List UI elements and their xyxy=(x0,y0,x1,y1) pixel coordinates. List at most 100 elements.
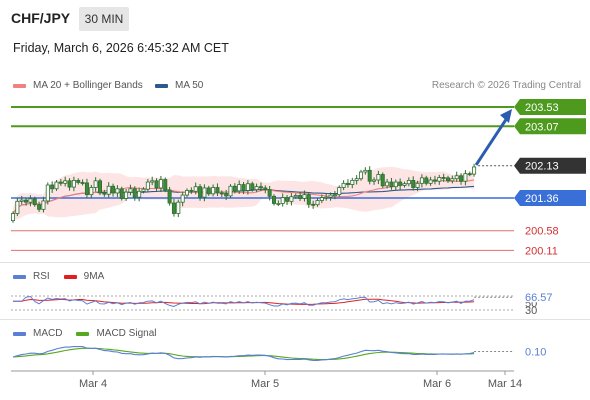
candle xyxy=(258,186,263,189)
candle xyxy=(241,184,246,191)
candle xyxy=(224,192,229,197)
research-credit: Research © 2026 Trading Central xyxy=(431,80,581,91)
candle xyxy=(254,186,259,191)
candle xyxy=(98,180,103,194)
candle xyxy=(93,180,98,188)
candle xyxy=(41,200,46,210)
candle xyxy=(245,183,250,191)
rsi-ma-swatch xyxy=(63,274,77,279)
candle xyxy=(350,179,355,185)
candle xyxy=(215,187,220,194)
candle xyxy=(358,171,363,180)
candle xyxy=(54,181,59,190)
candle xyxy=(167,189,172,204)
candle xyxy=(406,179,411,185)
candle xyxy=(154,180,159,189)
candle xyxy=(285,197,290,202)
candle xyxy=(137,190,142,198)
candle xyxy=(459,175,464,182)
candle xyxy=(28,198,33,203)
candle xyxy=(76,179,81,183)
ma50-label: MA 50 xyxy=(175,80,204,91)
candle xyxy=(202,187,207,198)
candle xyxy=(211,187,216,195)
level-label-201.36: 201.36 xyxy=(525,193,559,205)
candle xyxy=(341,182,346,188)
candle xyxy=(276,203,281,205)
candle xyxy=(454,175,459,180)
candle xyxy=(311,203,316,206)
candle xyxy=(324,196,329,199)
candle xyxy=(450,178,455,182)
rsi-ma-line xyxy=(13,298,475,305)
candle xyxy=(141,188,146,192)
candle xyxy=(237,184,242,192)
rsi-label: RSI xyxy=(33,271,50,282)
candle xyxy=(363,169,368,173)
candle xyxy=(302,194,307,199)
candle xyxy=(15,200,20,214)
candle xyxy=(263,187,268,191)
candle xyxy=(228,185,233,197)
candle xyxy=(193,186,198,192)
candle xyxy=(219,192,224,195)
candle xyxy=(293,195,298,198)
candle xyxy=(380,174,385,187)
macd-swatch xyxy=(13,331,26,336)
macd-label: MACD xyxy=(33,328,63,339)
candle xyxy=(289,196,294,202)
candle xyxy=(437,177,442,182)
candle xyxy=(306,194,311,205)
candle xyxy=(280,197,285,204)
candle xyxy=(354,178,359,181)
macd-value-label: 0.10 xyxy=(525,347,546,359)
candles xyxy=(10,163,477,223)
candle xyxy=(402,183,407,186)
candle xyxy=(472,166,477,175)
candle xyxy=(50,184,55,190)
candle xyxy=(315,200,320,206)
candle xyxy=(102,192,107,195)
candle xyxy=(106,185,111,195)
level-tag-202.13 xyxy=(514,157,586,174)
legend-rsi: RSI 9MA xyxy=(13,271,104,282)
timeframe-badge[interactable]: 30 MIN xyxy=(79,7,129,31)
candle xyxy=(393,181,398,188)
candle xyxy=(337,187,342,196)
level-label-203.07: 203.07 xyxy=(525,121,559,133)
candle xyxy=(232,185,237,192)
symbol-title: CHF/JPY xyxy=(11,10,71,26)
level-tag-201.36 xyxy=(514,190,586,206)
candle xyxy=(124,191,129,199)
candle xyxy=(63,180,68,184)
candle xyxy=(171,202,176,214)
candle xyxy=(180,194,185,203)
candle xyxy=(332,194,337,197)
candle xyxy=(467,173,472,176)
x-tick-label-Mar-4: Mar 4 xyxy=(79,378,107,390)
rsi-tick-30: 30 xyxy=(525,305,537,317)
level-tag-203.53 xyxy=(514,99,586,115)
candle xyxy=(10,213,15,222)
candle xyxy=(441,177,446,179)
candle xyxy=(445,177,450,182)
candle xyxy=(424,177,429,184)
ma50-swatch xyxy=(155,83,168,88)
candle xyxy=(271,195,276,204)
candle xyxy=(328,194,333,198)
macd-signal-swatch xyxy=(76,331,90,336)
candle xyxy=(250,183,255,191)
candle xyxy=(115,188,120,194)
rsi-ma-label: 9MA xyxy=(83,271,105,282)
level-label-200.58: 200.58 xyxy=(525,226,559,238)
ma20-swatch xyxy=(13,83,26,88)
macd-signal-label: MACD Signal xyxy=(96,328,157,339)
candle xyxy=(206,187,211,195)
level-label-200.11: 200.11 xyxy=(525,245,558,257)
separator xyxy=(0,319,590,320)
candle xyxy=(432,179,437,182)
candle xyxy=(176,201,181,214)
separator xyxy=(0,262,590,263)
level-label-203.53: 203.53 xyxy=(525,102,559,114)
